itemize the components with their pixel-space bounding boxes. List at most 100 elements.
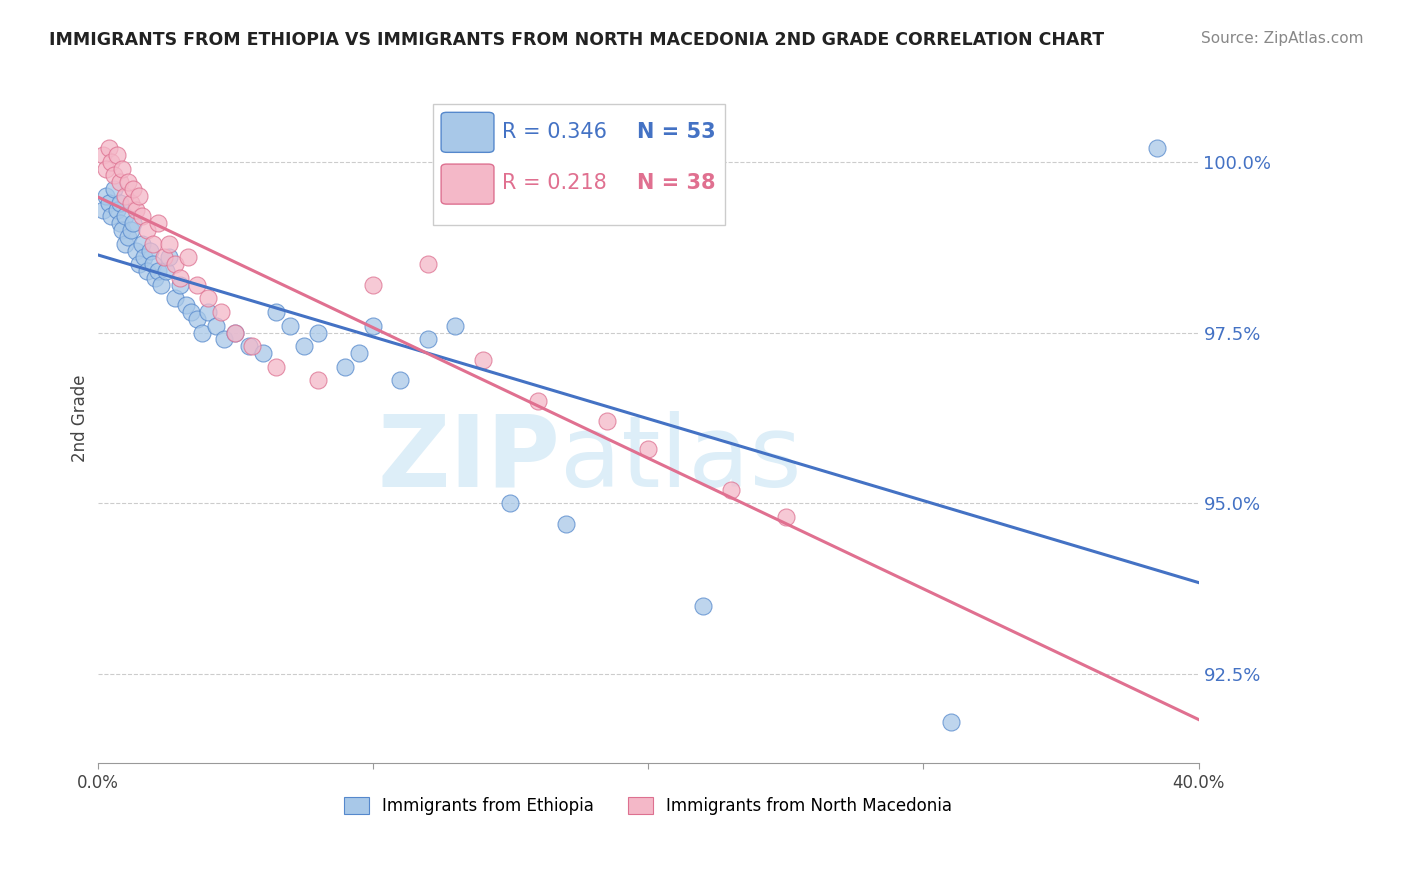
- Point: [389, 374, 412, 388]
- Point: [238, 339, 260, 353]
- Point: [180, 305, 202, 319]
- Point: [209, 305, 232, 319]
- Point: [775, 510, 797, 524]
- Point: [145, 271, 167, 285]
- Point: [146, 264, 169, 278]
- Text: ZIP: ZIP: [377, 411, 560, 508]
- Point: [157, 251, 180, 265]
- Point: [720, 483, 742, 497]
- FancyBboxPatch shape: [441, 112, 494, 153]
- Point: [122, 216, 145, 230]
- Point: [212, 333, 235, 347]
- Point: [361, 277, 384, 292]
- Point: [155, 264, 177, 278]
- Point: [186, 312, 208, 326]
- Point: [692, 599, 714, 613]
- Point: [152, 251, 174, 265]
- Point: [554, 516, 576, 531]
- Point: [224, 326, 246, 340]
- Point: [416, 333, 439, 347]
- Point: [499, 496, 522, 510]
- Point: [163, 257, 186, 271]
- Point: [197, 292, 219, 306]
- Point: [205, 318, 228, 333]
- Point: [163, 292, 186, 306]
- Point: [240, 339, 263, 353]
- Point: [142, 236, 165, 251]
- Point: [191, 326, 214, 340]
- Point: [108, 216, 131, 230]
- Point: [186, 277, 208, 292]
- Point: [146, 216, 169, 230]
- Point: [97, 141, 120, 155]
- Point: [335, 359, 357, 374]
- Point: [91, 202, 114, 217]
- Text: N = 53: N = 53: [637, 121, 716, 142]
- Point: [307, 326, 329, 340]
- Point: [103, 169, 125, 183]
- Point: [108, 195, 131, 210]
- Point: [169, 277, 191, 292]
- Point: [128, 257, 150, 271]
- Text: N = 38: N = 38: [637, 173, 716, 194]
- Point: [139, 244, 162, 258]
- Point: [266, 305, 288, 319]
- Point: [177, 251, 200, 265]
- Point: [91, 148, 114, 162]
- Y-axis label: 2nd Grade: 2nd Grade: [72, 375, 89, 462]
- Point: [111, 161, 134, 176]
- Point: [361, 318, 384, 333]
- Point: [105, 148, 128, 162]
- Text: Source: ZipAtlas.com: Source: ZipAtlas.com: [1201, 31, 1364, 46]
- Point: [266, 359, 288, 374]
- Point: [1146, 141, 1168, 155]
- Point: [149, 277, 172, 292]
- Point: [307, 374, 329, 388]
- Point: [637, 442, 659, 456]
- Point: [103, 182, 125, 196]
- Point: [224, 326, 246, 340]
- Point: [197, 305, 219, 319]
- Point: [416, 257, 439, 271]
- Point: [94, 161, 117, 176]
- Point: [527, 394, 550, 409]
- Point: [125, 244, 148, 258]
- Point: [100, 210, 122, 224]
- Point: [97, 195, 120, 210]
- Point: [117, 230, 139, 244]
- Point: [117, 175, 139, 189]
- Point: [174, 298, 197, 312]
- Point: [131, 210, 153, 224]
- Point: [471, 353, 494, 368]
- Point: [114, 210, 136, 224]
- FancyBboxPatch shape: [441, 164, 494, 204]
- Point: [292, 339, 315, 353]
- Point: [125, 202, 148, 217]
- Point: [136, 264, 159, 278]
- Point: [111, 223, 134, 237]
- Point: [120, 195, 142, 210]
- Point: [120, 223, 142, 237]
- Point: [596, 415, 619, 429]
- Legend: Immigrants from Ethiopia, Immigrants from North Macedonia: Immigrants from Ethiopia, Immigrants fro…: [336, 789, 960, 824]
- Point: [347, 346, 370, 360]
- Point: [122, 182, 145, 196]
- Point: [114, 236, 136, 251]
- Point: [278, 318, 301, 333]
- Point: [100, 154, 122, 169]
- Point: [169, 271, 191, 285]
- FancyBboxPatch shape: [433, 104, 725, 225]
- Text: R = 0.218: R = 0.218: [502, 173, 606, 194]
- Point: [939, 715, 962, 730]
- Point: [444, 318, 467, 333]
- Point: [105, 202, 128, 217]
- Point: [128, 189, 150, 203]
- Point: [108, 175, 131, 189]
- Point: [94, 189, 117, 203]
- Point: [114, 189, 136, 203]
- Text: IMMIGRANTS FROM ETHIOPIA VS IMMIGRANTS FROM NORTH MACEDONIA 2ND GRADE CORRELATIO: IMMIGRANTS FROM ETHIOPIA VS IMMIGRANTS F…: [49, 31, 1104, 49]
- Point: [157, 236, 180, 251]
- Point: [252, 346, 274, 360]
- Point: [131, 236, 153, 251]
- Point: [136, 223, 159, 237]
